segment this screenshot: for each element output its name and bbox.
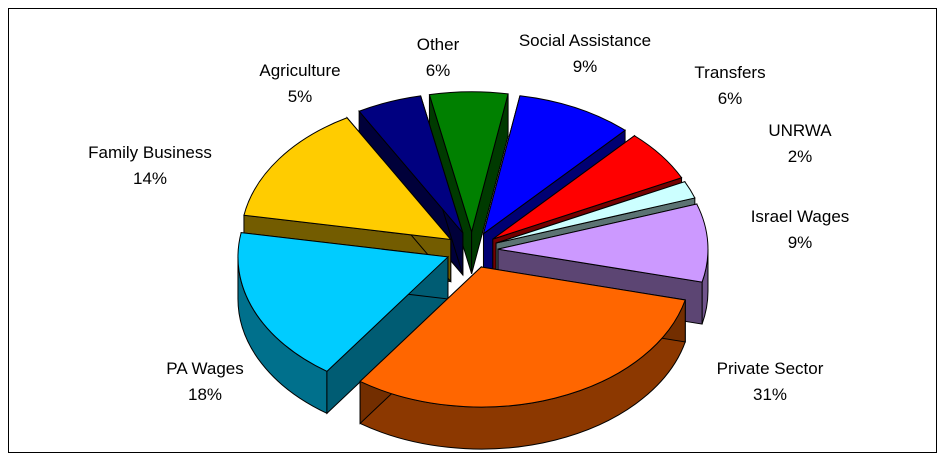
percent-family-business: 14% — [133, 169, 167, 188]
label-israel-wages: Israel Wages — [751, 207, 850, 226]
slice-israel-wages — [497, 203, 709, 283]
pie-tops — [237, 91, 709, 408]
label-other: Other — [417, 35, 460, 54]
percent-private-sector: 31% — [753, 385, 787, 404]
percent-israel-wages: 9% — [788, 233, 813, 252]
slice-other — [428, 91, 509, 234]
percent-social-assistance: 9% — [573, 57, 598, 76]
slice-unrwa — [495, 181, 696, 244]
label-unrwa: UNRWA — [768, 121, 832, 140]
percent-unrwa: 2% — [788, 147, 813, 166]
label-agriculture: Agriculture — [259, 61, 340, 80]
label-family-business: Family Business — [88, 143, 212, 162]
slice-family-business — [243, 117, 452, 241]
slice-pa-wages — [237, 232, 450, 372]
slice-private-sector — [359, 266, 686, 408]
percent-agriculture: 5% — [288, 87, 313, 106]
label-private-sector: Private Sector — [717, 359, 824, 378]
label-transfers: Transfers — [694, 63, 765, 82]
label-pa-wages: PA Wages — [166, 359, 243, 378]
slice-agriculture — [358, 95, 464, 234]
pie-labels: Social Assistance 9% Transfers 6% UNRWA 2% Isr… — [88, 31, 849, 404]
slice-social-assistance — [482, 95, 626, 235]
slice-transfers — [492, 135, 683, 240]
percent-other: 6% — [426, 61, 451, 80]
percent-pa-wages: 18% — [188, 385, 222, 404]
label-social-assistance: Social Assistance — [519, 31, 651, 50]
percent-transfers: 6% — [718, 89, 743, 108]
